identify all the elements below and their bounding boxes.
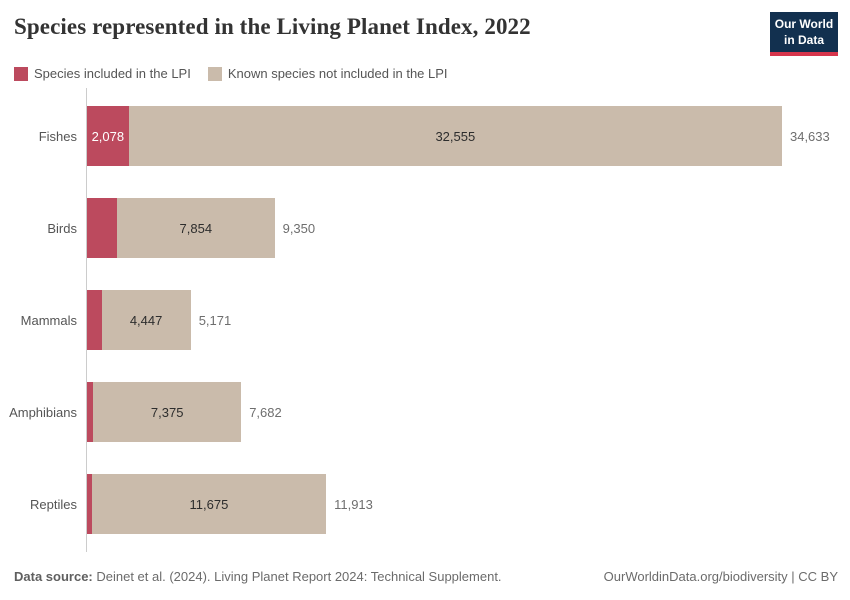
category-label: Mammals: [20, 312, 77, 328]
chart-row: Fishes 2,078 32,555 34,633: [0, 90, 850, 182]
bar-segment-lpi[interactable]: [87, 198, 117, 258]
y-axis-line: [86, 88, 87, 552]
legend-swatch-known-icon: [207, 66, 222, 81]
legend-swatch-lpi-icon: [14, 66, 28, 81]
category-label: Birds: [47, 220, 77, 236]
data-source-note: Data source: Deinet et al. (2024). Livin…: [14, 569, 502, 584]
category-label: Reptiles: [30, 496, 77, 512]
known-value-label: 4,447: [129, 312, 163, 328]
owid-logo[interactable]: Our World in Data: [770, 12, 838, 57]
bar-segment-lpi[interactable]: [87, 290, 102, 350]
category-label: Fishes: [38, 128, 77, 144]
bar-segment-lpi[interactable]: [87, 382, 94, 442]
bar-segment-known[interactable]: 7,375: [93, 382, 242, 442]
bar-segment-known[interactable]: 4,447: [101, 290, 191, 350]
credit-separator: |: [787, 569, 799, 584]
credit-url-link[interactable]: OurWorldinData.org/biodiversity: [603, 569, 788, 584]
stacked-bar: 2,078 32,555 34,633: [87, 106, 830, 166]
footer: Data source: Deinet et al. (2024). Livin…: [14, 569, 838, 584]
category-label: Amphibians: [9, 404, 77, 420]
known-value-label: 11,675: [189, 496, 229, 512]
stacked-bar: 7,854 9,350: [87, 198, 315, 258]
chart-row: Reptiles 11,675 11,913: [0, 458, 850, 550]
bar-chart: Fishes 2,078 32,555 34,633 Birds 7,854 9,350 Ma…: [0, 88, 850, 552]
legend-item-known[interactable]: Known species not included in the LPI: [207, 66, 448, 81]
legend: Species included in the LPI Known specie…: [14, 66, 448, 81]
legend-label-lpi: Species included in the LPI: [34, 66, 191, 81]
chart-rows: Fishes 2,078 32,555 34,633 Birds 7,854 9,350 Ma…: [0, 90, 850, 550]
credit-license: CC BY: [798, 569, 838, 584]
chart-row: Birds 7,854 9,350: [0, 182, 850, 274]
data-source-prefix: Data source:: [14, 569, 93, 584]
bar-total-label: 9,350: [282, 220, 316, 236]
stacked-bar: 7,375 7,682: [87, 382, 282, 442]
known-value-label: 7,375: [150, 404, 184, 420]
bar-total-label: 7,682: [249, 404, 282, 420]
bar-segment-known[interactable]: 7,854: [117, 198, 275, 258]
bar-total-label: 34,633: [789, 128, 830, 144]
chart-title: Species represented in the Living Planet…: [14, 14, 531, 39]
stacked-bar: 11,675 11,913: [87, 474, 373, 534]
bar-segment-lpi[interactable]: 2,078: [87, 106, 129, 166]
legend-label-known: Known species not included in the LPI: [227, 66, 448, 81]
data-source-text: Deinet et al. (2024). Living Planet Repo…: [92, 569, 502, 584]
chart-row: Amphibians 7,375 7,682: [0, 366, 850, 458]
bar-segment-known[interactable]: 32,555: [128, 106, 782, 166]
owid-logo-line1: Our World: [774, 17, 834, 31]
bar-segment-lpi[interactable]: [87, 474, 92, 534]
bar-total-label: 11,913: [334, 496, 373, 512]
chart-row: Mammals 4,447 5,171: [0, 274, 850, 366]
legend-item-lpi[interactable]: Species included in the LPI: [14, 66, 191, 81]
known-value-label: 32,555: [435, 128, 476, 144]
bar-segment-known[interactable]: 11,675: [91, 474, 327, 534]
stacked-bar: 4,447 5,171: [87, 290, 231, 350]
bar-total-label: 5,171: [198, 312, 232, 328]
owid-logo-line2: in Data: [783, 32, 824, 47]
known-value-label: 7,854: [179, 220, 213, 236]
lpi-value-label: 2,078: [91, 128, 125, 144]
credit-note: OurWorldinData.org/biodiversity | CC BY: [604, 569, 838, 584]
